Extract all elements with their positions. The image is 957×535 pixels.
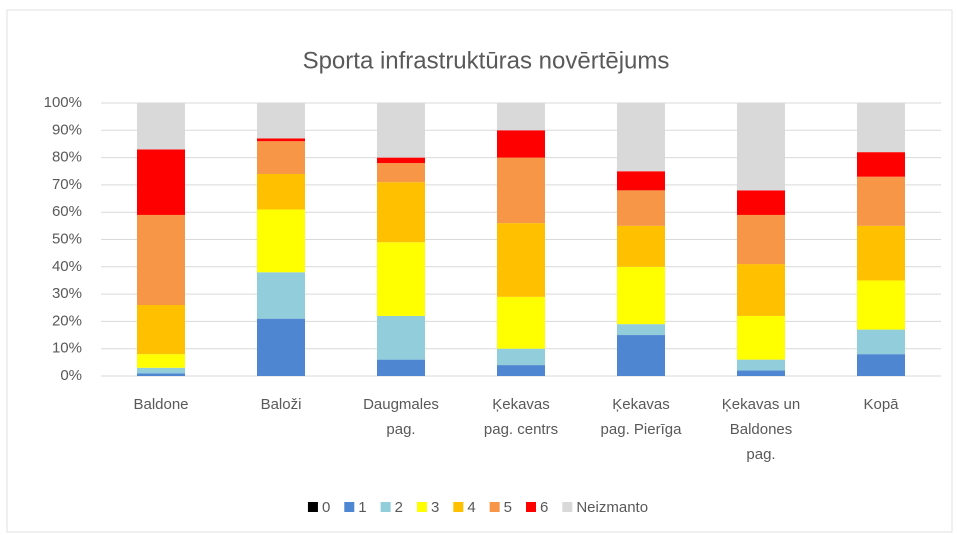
bar-segment (377, 182, 425, 243)
bar-segment (857, 176, 905, 226)
bar-segment (497, 130, 545, 158)
bar-segment (737, 214, 785, 265)
legend-swatch (380, 502, 391, 512)
bar-segment (377, 157, 425, 164)
bar-segment (257, 173, 305, 210)
y-tick-label: 100% (44, 94, 82, 111)
bar-segment (377, 315, 425, 360)
bar-segment (617, 171, 665, 191)
bar-segment (857, 354, 905, 376)
bar-segment (257, 209, 305, 273)
y-tick-label: 0% (60, 367, 82, 384)
y-tick-label: 70% (52, 176, 82, 193)
y-tick-label: 40% (52, 258, 82, 275)
bar-segment (257, 141, 305, 174)
bar-segment (737, 190, 785, 215)
x-tick-label: Daugmales pag. (363, 396, 439, 438)
bar-segment (737, 315, 785, 360)
bar-segment (497, 223, 545, 297)
x-tick-label: Ķekavas pag. centrs (484, 396, 558, 438)
x-tick-label: Baloži (261, 396, 302, 413)
legend-swatch (344, 502, 355, 512)
bar-segment (617, 190, 665, 226)
legend-swatch (307, 502, 318, 512)
y-tick-label: 20% (52, 312, 82, 329)
bar-segment (857, 280, 905, 330)
legend-label: 5 (504, 499, 512, 516)
bar-segment (737, 370, 785, 376)
bar-segment (617, 103, 665, 172)
bar-segment (257, 138, 305, 142)
legend-label: 0 (322, 499, 330, 516)
chart-title: Sporta infrastruktūras novērtējums (303, 47, 670, 74)
bar-segment (137, 214, 185, 306)
bar-segment (617, 324, 665, 336)
legend-label: Neizmanto (576, 499, 648, 516)
bar-segment (617, 266, 665, 325)
bar-segment (257, 318, 305, 376)
y-tick-label: 60% (52, 203, 82, 220)
bar-segment (737, 103, 785, 191)
bar-segment (497, 348, 545, 366)
x-tick-label: Ķekavas pag. Pierīga (601, 396, 683, 438)
y-tick-label: 90% (52, 121, 82, 138)
bar-segment (857, 225, 905, 281)
bar-segment (137, 373, 185, 376)
bar-segment (377, 359, 425, 376)
bar-segment (737, 264, 785, 316)
bar-segment (137, 367, 185, 374)
x-tick-label: Ķekavas un Baldones pag. (722, 396, 800, 463)
legend-label: 1 (358, 499, 366, 516)
bar-segment (617, 225, 665, 267)
legend-label: 2 (395, 499, 403, 516)
bar-segment (857, 329, 905, 355)
bar-segment (137, 305, 185, 355)
bar-segment (497, 157, 545, 224)
x-tick-label: Baldone (133, 396, 188, 413)
bar-segment (857, 152, 905, 177)
bar-segment (617, 335, 665, 376)
legend-swatch (526, 502, 537, 512)
bar-segment (137, 103, 185, 150)
y-tick-label: 50% (52, 230, 82, 247)
bar-segment (377, 163, 425, 183)
bar-segment (377, 242, 425, 316)
x-tick-label: Kopā (863, 396, 899, 413)
bar-segment (497, 103, 545, 131)
legend-swatch (489, 502, 500, 512)
bar-segment (137, 354, 185, 368)
bar-segment (257, 103, 305, 139)
legend-swatch (562, 502, 573, 512)
bar-segment (497, 365, 545, 376)
legend-swatch (416, 502, 427, 512)
bar-segment (377, 103, 425, 158)
legend-swatch (453, 502, 464, 512)
bar-segment (497, 296, 545, 349)
bar-segment (737, 359, 785, 371)
bar-segment (137, 149, 185, 215)
y-tick-label: 10% (52, 340, 82, 357)
bar-segment (857, 103, 905, 153)
y-tick-label: 30% (52, 285, 82, 302)
bar-segment (257, 272, 305, 319)
legend-label: 3 (431, 499, 439, 516)
legend-label: 4 (467, 499, 475, 516)
legend-label: 6 (540, 499, 548, 516)
y-tick-label: 80% (52, 149, 82, 166)
